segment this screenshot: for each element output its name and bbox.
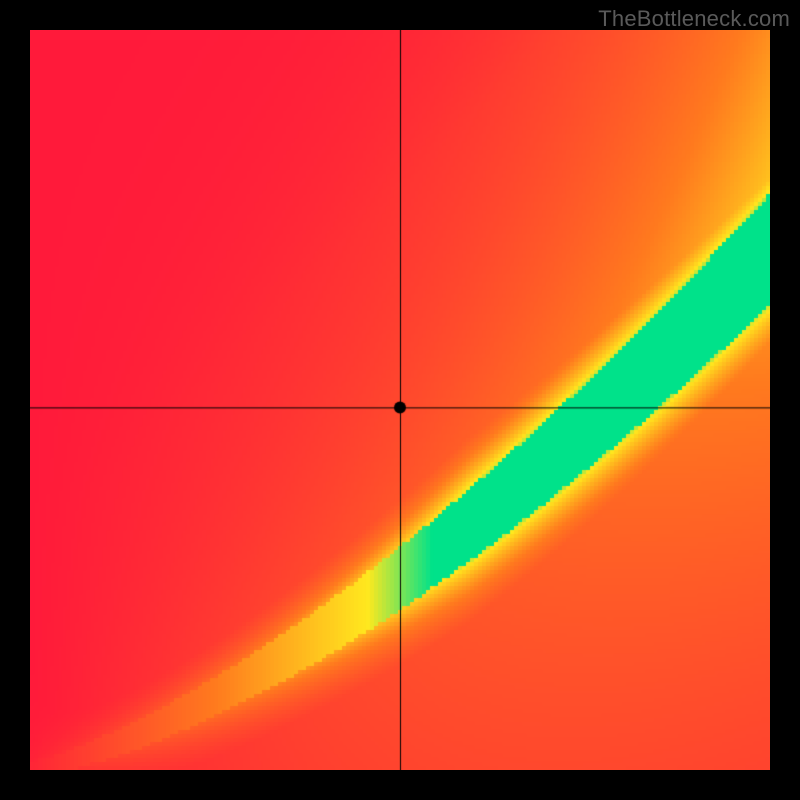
heatmap-canvas [30,30,770,770]
watermark-text: TheBottleneck.com [598,6,790,32]
chart-container: TheBottleneck.com [0,0,800,800]
heatmap-plot [30,30,770,770]
